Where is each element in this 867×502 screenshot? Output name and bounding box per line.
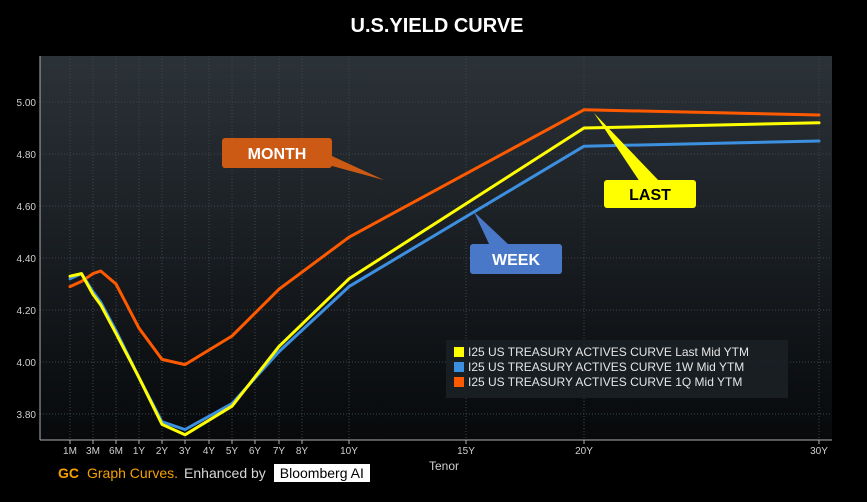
bloomberg-ai-badge[interactable]: Bloomberg AI (273, 464, 370, 482)
series-line-0 (68, 121, 821, 437)
y-tick-label: 4.60 (17, 202, 37, 213)
callout-label-last: LAST (629, 187, 671, 204)
y-tick-label: 5.00 (17, 98, 37, 109)
footer-bar: GC Graph Curves. Enhanced by Bloomberg A… (58, 464, 370, 482)
x-tick-label: 3M (86, 446, 100, 457)
callout-box (222, 138, 332, 168)
x-tick-label: 5Y (226, 446, 239, 457)
legend-box (446, 340, 788, 398)
legend: I25 US TREASURY ACTIVES CURVE Last Mid Y… (446, 340, 788, 398)
x-tick-label: 1M (63, 446, 77, 457)
x-tick-label: 30Y (810, 446, 828, 457)
x-tick-label: 6Y (249, 446, 262, 457)
callout-box (604, 180, 696, 208)
chart-title: U.S.YIELD CURVE (351, 15, 524, 37)
callout-pointer (594, 113, 660, 182)
callout-box (470, 244, 562, 274)
x-axis-label: Tenor (429, 459, 459, 473)
x-tick-label: 8Y (296, 446, 309, 457)
x-tick-label: 20Y (575, 446, 593, 457)
legend-swatch (454, 377, 464, 387)
legend-swatch (454, 362, 464, 372)
y-tick-label: 4.80 (17, 150, 37, 161)
x-tick-label: 7Y (273, 446, 286, 457)
grid-lines (40, 56, 832, 440)
legend-entry: I25 US TREASURY ACTIVES CURVE 1W Mid YTM (468, 360, 744, 374)
x-tick-label: 10Y (340, 446, 358, 457)
y-tick-label: 4.00 (17, 358, 37, 369)
callout-label-week: WEEK (492, 252, 540, 269)
x-tick-label: 15Y (457, 446, 475, 457)
y-tick-label: 4.40 (17, 254, 37, 265)
callout-label-month: MONTH (248, 146, 307, 163)
y-tick-label: 4.20 (17, 306, 37, 317)
callout-pointer (474, 212, 510, 246)
x-tick-label: 1Y (133, 446, 146, 457)
y-tick-label: 3.80 (17, 410, 37, 421)
series-line-2 (68, 108, 821, 367)
callout-pointer (332, 156, 384, 180)
x-tick-label: 4Y (203, 446, 216, 457)
annotations: MONTH LAST WEEK (222, 113, 696, 274)
axes: 3.80 4.00 4.20 4.40 4.60 4.80 5.00 1M 3M 6M 1Y 2Y 3Y… (17, 56, 832, 457)
x-tick-label: 2Y (156, 446, 169, 457)
legend-entry: I25 US TREASURY ACTIVES CURVE Last Mid Y… (468, 345, 749, 359)
enhanced-by-text: Enhanced by (184, 465, 266, 481)
x-tick-label: 6M (109, 446, 123, 457)
legend-entry: I25 US TREASURY ACTIVES CURVE 1Q Mid YTM (468, 375, 742, 389)
graph-curves-label: Graph Curves. (87, 465, 179, 481)
series-lines (68, 108, 821, 437)
gc-function-code[interactable]: GC (58, 465, 79, 481)
legend-swatch (454, 347, 464, 357)
x-tick-label: 3Y (179, 446, 192, 457)
